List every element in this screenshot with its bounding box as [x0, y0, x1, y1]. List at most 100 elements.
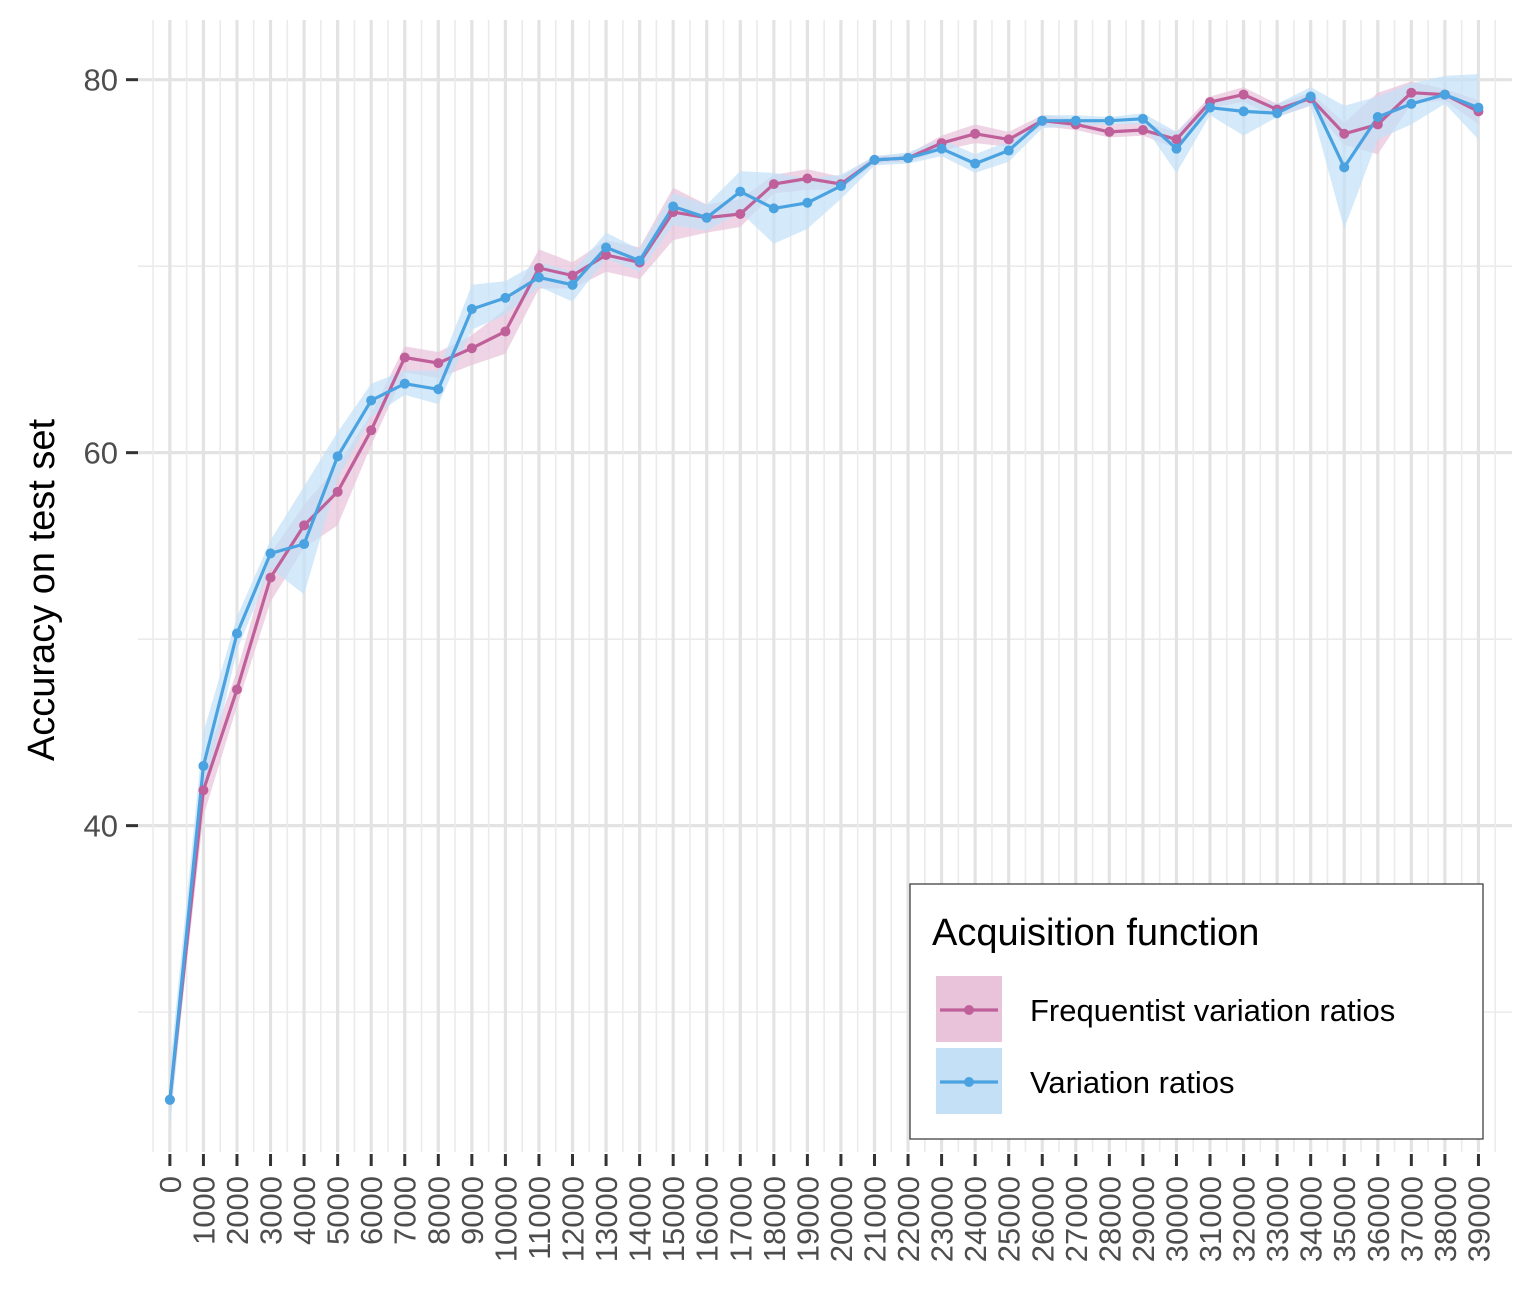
x-tick-label: 15000 — [656, 1176, 691, 1262]
x-tick-label: 18000 — [757, 1176, 792, 1262]
x-tick-label: 28000 — [1092, 1176, 1127, 1262]
x-tick-label: 30000 — [1160, 1176, 1195, 1262]
data-point — [198, 760, 209, 771]
data-point — [601, 249, 612, 260]
x-tick-label: 6000 — [354, 1176, 389, 1245]
data-point — [735, 208, 746, 219]
data-point — [500, 292, 511, 303]
x-tick-label: 25000 — [992, 1176, 1027, 1262]
data-point — [1238, 106, 1249, 117]
x-tick-label: 2000 — [220, 1176, 255, 1245]
data-point — [567, 279, 578, 290]
data-point — [1372, 111, 1383, 122]
y-axis-label: Accuracy on test set — [21, 418, 63, 761]
data-point — [936, 143, 947, 154]
x-tick-label: 5000 — [321, 1176, 356, 1245]
data-point — [1439, 89, 1450, 100]
data-point — [231, 684, 242, 695]
data-point — [1272, 108, 1283, 119]
data-point — [1305, 91, 1316, 102]
data-point — [970, 128, 981, 139]
x-tick-label: 21000 — [858, 1176, 893, 1262]
data-point — [332, 451, 343, 462]
data-point — [299, 520, 310, 531]
x-tick-label: 0 — [153, 1176, 188, 1193]
data-point — [265, 572, 276, 583]
data-point — [1037, 115, 1048, 126]
data-point — [265, 548, 276, 559]
data-point — [466, 304, 477, 315]
data-point — [802, 197, 813, 208]
data-point — [735, 186, 746, 197]
data-point — [802, 173, 813, 184]
series-line-1 — [168, 92, 1479, 1100]
data-point — [970, 158, 981, 169]
legend-box — [909, 883, 1484, 1140]
data-point — [1104, 126, 1115, 137]
data-point — [869, 154, 880, 165]
x-tick-label: 39000 — [1461, 1176, 1496, 1262]
data-point — [668, 201, 679, 212]
x-tick-label: 17000 — [723, 1176, 758, 1262]
x-tick-label: 9000 — [455, 1176, 490, 1245]
x-tick-label: 35000 — [1327, 1176, 1362, 1262]
data-point — [1171, 143, 1182, 154]
x-tick-label: 32000 — [1227, 1176, 1262, 1262]
data-point — [1070, 115, 1081, 126]
data-point — [1104, 115, 1115, 126]
x-tick-label: 20000 — [824, 1176, 859, 1262]
x-tick-label: 19000 — [790, 1176, 825, 1262]
data-point — [1171, 134, 1182, 145]
data-point — [500, 326, 511, 337]
x-tick-label: 27000 — [1059, 1176, 1094, 1262]
data-point — [835, 180, 846, 191]
series-band-1 — [169, 74, 1479, 1128]
data-point — [1406, 98, 1417, 109]
x-tick-label: 7000 — [388, 1176, 423, 1245]
legend-key-point — [964, 1005, 974, 1015]
data-point — [1238, 89, 1249, 100]
data-point — [1473, 102, 1484, 113]
series-points — [164, 87, 1484, 1105]
data-point — [533, 263, 544, 274]
legend-key-point — [964, 1077, 974, 1087]
x-tick-label: 14000 — [623, 1176, 658, 1262]
data-point — [399, 352, 410, 363]
data-point — [299, 539, 310, 550]
x-tick-label: 8000 — [421, 1176, 456, 1245]
legend-item-label: Frequentist variation ratios — [1030, 993, 1395, 1028]
x-tick-label: 24000 — [958, 1176, 993, 1262]
data-point — [1137, 125, 1148, 136]
x-tick-label: 11000 — [522, 1176, 557, 1260]
data-point — [1003, 145, 1014, 156]
data-point — [399, 378, 410, 389]
data-point — [601, 242, 612, 253]
x-tick-label: 23000 — [925, 1176, 960, 1262]
series-band-0 — [169, 81, 1479, 1113]
y-tick-label: 80 — [84, 63, 118, 98]
data-point — [567, 270, 578, 281]
x-tick-label: 31000 — [1193, 1176, 1228, 1262]
data-point — [1339, 128, 1350, 139]
series-lines — [168, 91, 1480, 1100]
data-point — [433, 358, 444, 369]
legend: Acquisition function Frequentist variati… — [909, 883, 1484, 1140]
data-point — [433, 384, 444, 395]
data-point — [1137, 113, 1148, 124]
x-tick-label: 38000 — [1428, 1176, 1463, 1262]
x-tick-label: 16000 — [690, 1176, 725, 1262]
x-tick-label: 33000 — [1260, 1176, 1295, 1262]
x-tick-label: 4000 — [287, 1176, 322, 1245]
data-point — [634, 255, 645, 266]
x-tick-label: 29000 — [1126, 1176, 1161, 1262]
data-point — [903, 153, 914, 164]
x-tick-label: 12000 — [556, 1176, 591, 1262]
data-point — [1339, 162, 1350, 173]
legend-item-label: Variation ratios — [1030, 1065, 1234, 1100]
x-tick-label: 36000 — [1361, 1176, 1396, 1262]
confidence-bands — [169, 74, 1479, 1128]
data-point — [1372, 119, 1383, 130]
x-tick-label: 13000 — [589, 1176, 624, 1262]
